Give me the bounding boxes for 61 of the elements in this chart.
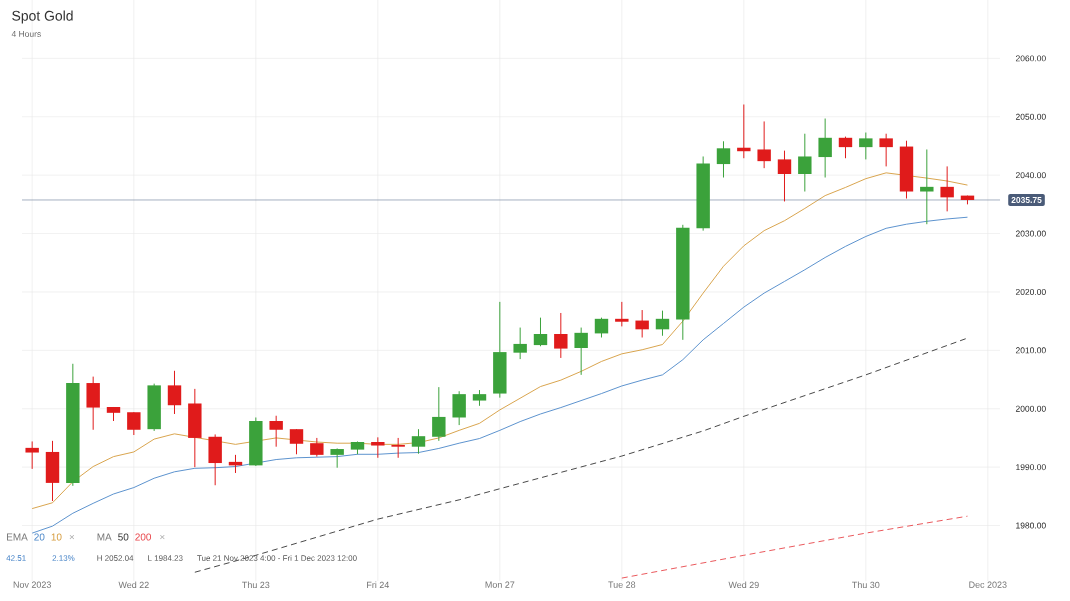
candlestick	[391, 437, 405, 459]
y-tick-label: 2050.00	[1015, 113, 1046, 120]
y-tick-label: 2030.00	[1015, 230, 1046, 237]
candlestick	[594, 317, 609, 338]
candlestick	[635, 309, 649, 338]
annotation: ×	[160, 534, 165, 540]
series-label: 20	[34, 533, 45, 541]
y-tick-label: 2040.00	[1015, 172, 1046, 179]
candlestick	[554, 312, 568, 359]
candlestick	[25, 440, 39, 470]
x-tick-label: Wed 22	[118, 581, 149, 589]
y-tick-label: 1980.00	[1016, 522, 1046, 529]
candlestick	[716, 140, 731, 178]
candlestick	[167, 370, 182, 415]
candlestick	[655, 310, 670, 337]
annotation: ×	[69, 534, 75, 540]
y-tick-label: 1990.00	[1016, 464, 1046, 471]
text: 50	[118, 533, 129, 541]
candlestick	[310, 437, 324, 458]
y-tick-label: 2020.00	[1015, 288, 1046, 295]
candlestick	[269, 415, 283, 448]
candlestick	[920, 148, 934, 225]
candlestick	[879, 133, 893, 167]
x-tick-label: Wed 29	[728, 581, 759, 589]
x-tick-label: Fri 24	[367, 581, 390, 589]
candlestick	[289, 428, 304, 455]
x-tick-label: Mon 27	[485, 581, 515, 588]
y-tick-label: 2010.00	[1015, 347, 1046, 354]
line-series	[621, 515, 968, 579]
candlestick	[432, 386, 446, 442]
candlestick	[615, 301, 629, 327]
candlestick	[798, 133, 812, 193]
text: 4 Hours	[11, 31, 41, 37]
x-tick-label: Thu 30	[852, 581, 880, 589]
x-tick-label: Dec 2023	[969, 581, 1007, 588]
line-series	[194, 337, 968, 573]
ref-line-label: 2035.75	[1011, 196, 1042, 203]
text: Spot Gold	[12, 10, 73, 24]
x-tick-label: Thu 23	[242, 581, 270, 589]
candlestick	[940, 165, 954, 212]
candlestick	[574, 327, 588, 376]
candlestick	[127, 411, 141, 436]
annotation: EMA	[7, 533, 28, 541]
candlestick	[838, 136, 853, 159]
y-tick-label: 2060.00	[1015, 55, 1046, 62]
text: 10	[51, 533, 62, 541]
x-tick-label: Tue 28	[608, 581, 636, 588]
x-tick-label: Nov 2023	[13, 581, 51, 588]
candlestick	[330, 447, 344, 469]
candlestick	[452, 390, 466, 426]
candlestick	[371, 436, 385, 459]
candlestick	[757, 120, 771, 169]
candlestick	[777, 150, 792, 202]
annotation: MA	[97, 533, 112, 541]
candlestick	[513, 327, 527, 360]
y-tick-label: 2000.00	[1015, 405, 1046, 412]
candlestick	[818, 118, 832, 178]
candlestick	[533, 317, 548, 347]
candlestick	[859, 132, 873, 160]
candlestick	[411, 428, 426, 455]
text: 200	[135, 533, 152, 541]
